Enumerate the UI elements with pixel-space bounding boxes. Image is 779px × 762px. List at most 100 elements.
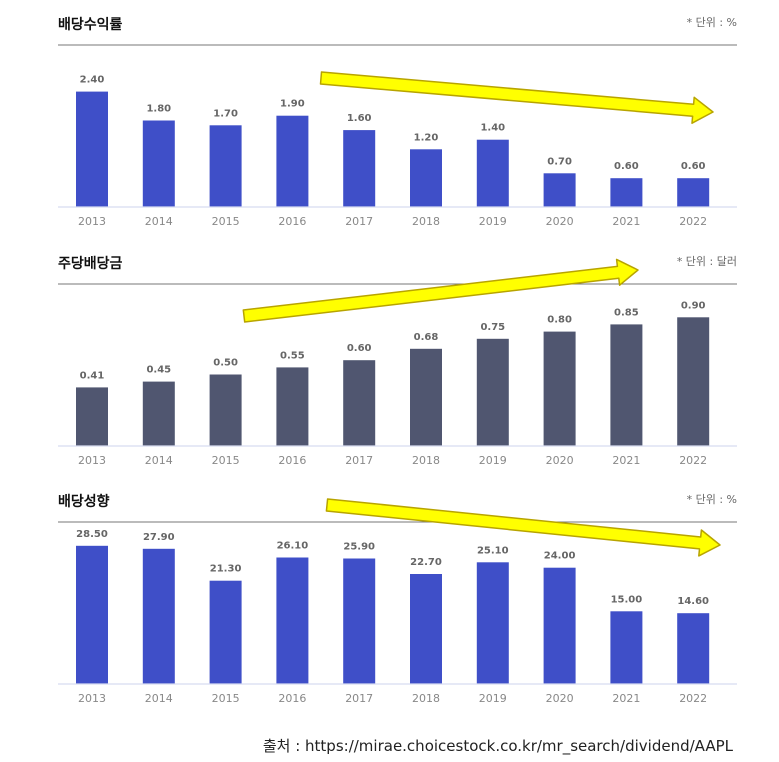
chart-1-title: 배당수익률 <box>58 16 123 33</box>
chart-2-bar-2015 <box>209 374 242 446</box>
chart-2-bar-2016 <box>276 367 309 447</box>
chart-3-value-label-2017: 25.90 <box>343 542 375 553</box>
chart-1-unit-label: * 단위 : % <box>687 16 737 29</box>
chart-2-bar-2022 <box>677 317 710 446</box>
chart-1-tick-2019: 2019 <box>479 215 507 228</box>
chart-2-value-label-2019: 0.75 <box>480 322 505 333</box>
chart-2-value-label-2017: 0.60 <box>347 343 372 354</box>
chart-2-tick-2021: 2021 <box>612 454 640 467</box>
chart-3-tick-2020: 2020 <box>546 692 574 705</box>
chart-1-bar-2016 <box>276 115 309 207</box>
chart-2-tick-2014: 2014 <box>145 454 173 467</box>
chart-3-unit-label: * 단위 : % <box>687 493 737 506</box>
chart-2-bar-2020 <box>543 331 576 446</box>
chart-1-value-label-2014: 1.80 <box>146 104 171 115</box>
chart-2-bar-2014 <box>142 381 175 446</box>
chart-1-bar-2019 <box>476 139 509 207</box>
chart-3-value-label-2016: 26.10 <box>277 541 309 552</box>
chart-2-bar-2013 <box>76 387 108 446</box>
chart-2-bar-2018 <box>410 348 442 446</box>
chart-1-tick-2022: 2022 <box>679 215 707 228</box>
chart-1-value-label-2018: 1.20 <box>414 132 439 143</box>
chart-1-value-label-2017: 1.60 <box>347 113 372 124</box>
chart-1-value-label-2019: 1.40 <box>480 123 505 134</box>
chart-3-bar-2017 <box>343 558 376 684</box>
chart-3-tick-2021: 2021 <box>612 692 640 705</box>
chart-3-bar-2016 <box>276 557 309 684</box>
chart-2-value-label-2013: 0.41 <box>80 370 105 381</box>
chart-1-tick-2014: 2014 <box>145 215 173 228</box>
chart-2-bar-2017 <box>343 360 376 446</box>
chart-3-title: 배당성향 <box>58 493 110 510</box>
chart-2-title: 주당배당금 <box>58 255 123 272</box>
chart-1-tick-2021: 2021 <box>612 215 640 228</box>
chart-1-trend-arrow-down <box>319 71 714 124</box>
chart-3-value-label-2013: 28.50 <box>76 529 108 540</box>
source-label: 출처 : https://mirae.choicestock.co.kr/mr_… <box>262 737 733 755</box>
chart-3-bar-2021 <box>610 611 643 684</box>
chart-2-tick-2017: 2017 <box>345 454 373 467</box>
chart-3-value-label-2015: 21.30 <box>210 564 242 575</box>
chart-2-tick-2018: 2018 <box>412 454 440 467</box>
chart-2-bar-2021 <box>610 324 643 446</box>
chart-1-value-label-2022: 0.60 <box>681 161 706 172</box>
chart-1-value-label-2020: 0.70 <box>547 156 572 167</box>
chart-3-value-label-2021: 15.00 <box>611 594 643 605</box>
chart-3-tick-2014: 2014 <box>145 692 173 705</box>
chart-2-tick-2022: 2022 <box>679 454 707 467</box>
chart-3-bar-2018 <box>410 574 442 684</box>
chart-3-tick-2018: 2018 <box>412 692 440 705</box>
chart-2-value-label-2018: 0.68 <box>414 332 439 343</box>
chart-3-trend-arrow-down <box>325 498 721 557</box>
chart-1-bar-2013 <box>76 91 108 207</box>
chart-3-tick-2015: 2015 <box>212 692 240 705</box>
chart-2-tick-2019: 2019 <box>479 454 507 467</box>
chart-1-tick-2015: 2015 <box>212 215 240 228</box>
chart-1-tick-2020: 2020 <box>546 215 574 228</box>
chart-3-bar-2014 <box>142 548 175 684</box>
chart-1-bar-2015 <box>209 125 242 207</box>
chart-1-value-label-2021: 0.60 <box>614 161 639 172</box>
chart-2-value-label-2014: 0.45 <box>146 365 171 376</box>
chart-2-tick-2016: 2016 <box>278 454 306 467</box>
chart-1-bar-2021 <box>610 178 643 207</box>
chart-2-tick-2020: 2020 <box>546 454 574 467</box>
chart-2-value-label-2016: 0.55 <box>280 350 305 361</box>
chart-1-bar-2014 <box>142 120 175 207</box>
chart-2-value-label-2020: 0.80 <box>547 315 572 326</box>
chart-1-bar-2022 <box>677 178 710 207</box>
chart-3-tick-2013: 2013 <box>78 692 106 705</box>
chart-1-tick-2016: 2016 <box>278 215 306 228</box>
chart-3-bar-2019 <box>476 562 509 684</box>
chart-1-tick-2013: 2013 <box>78 215 106 228</box>
chart-1-value-label-2016: 1.90 <box>280 99 305 110</box>
chart-3-bar-2013 <box>76 545 108 684</box>
chart-2-value-label-2022: 0.90 <box>681 300 706 311</box>
chart-2-value-label-2015: 0.50 <box>213 358 238 369</box>
chart-3-tick-2019: 2019 <box>479 692 507 705</box>
chart-2-tick-2013: 2013 <box>78 454 106 467</box>
chart-1-bar-2020 <box>543 173 576 207</box>
chart-3-value-label-2018: 22.70 <box>410 557 442 568</box>
chart-1-tick-2018: 2018 <box>412 215 440 228</box>
chart-1-value-label-2013: 2.40 <box>80 75 105 86</box>
chart-2-trend-arrow-up <box>242 258 639 323</box>
chart-3-tick-2017: 2017 <box>345 692 373 705</box>
chart-3-value-label-2014: 27.90 <box>143 532 175 543</box>
chart-2-value-label-2021: 0.85 <box>614 307 639 318</box>
chart-3-value-label-2022: 14.60 <box>677 596 709 607</box>
chart-2-unit-label: * 단위 : 달러 <box>677 255 737 268</box>
chart-3-value-label-2019: 25.10 <box>477 545 509 556</box>
chart-3-tick-2022: 2022 <box>679 692 707 705</box>
chart-3-bar-2015 <box>209 580 242 684</box>
chart-3-bar-2022 <box>677 613 710 684</box>
chart-1-tick-2017: 2017 <box>345 215 373 228</box>
chart-1-bar-2017 <box>343 130 376 207</box>
chart-3-bar-2020 <box>543 567 576 684</box>
chart-3-value-label-2020: 24.00 <box>544 551 576 562</box>
chart-2-bar-2019 <box>476 338 509 447</box>
chart-1-bar-2018 <box>410 149 442 207</box>
chart-2-tick-2015: 2015 <box>212 454 240 467</box>
chart-3-tick-2016: 2016 <box>278 692 306 705</box>
